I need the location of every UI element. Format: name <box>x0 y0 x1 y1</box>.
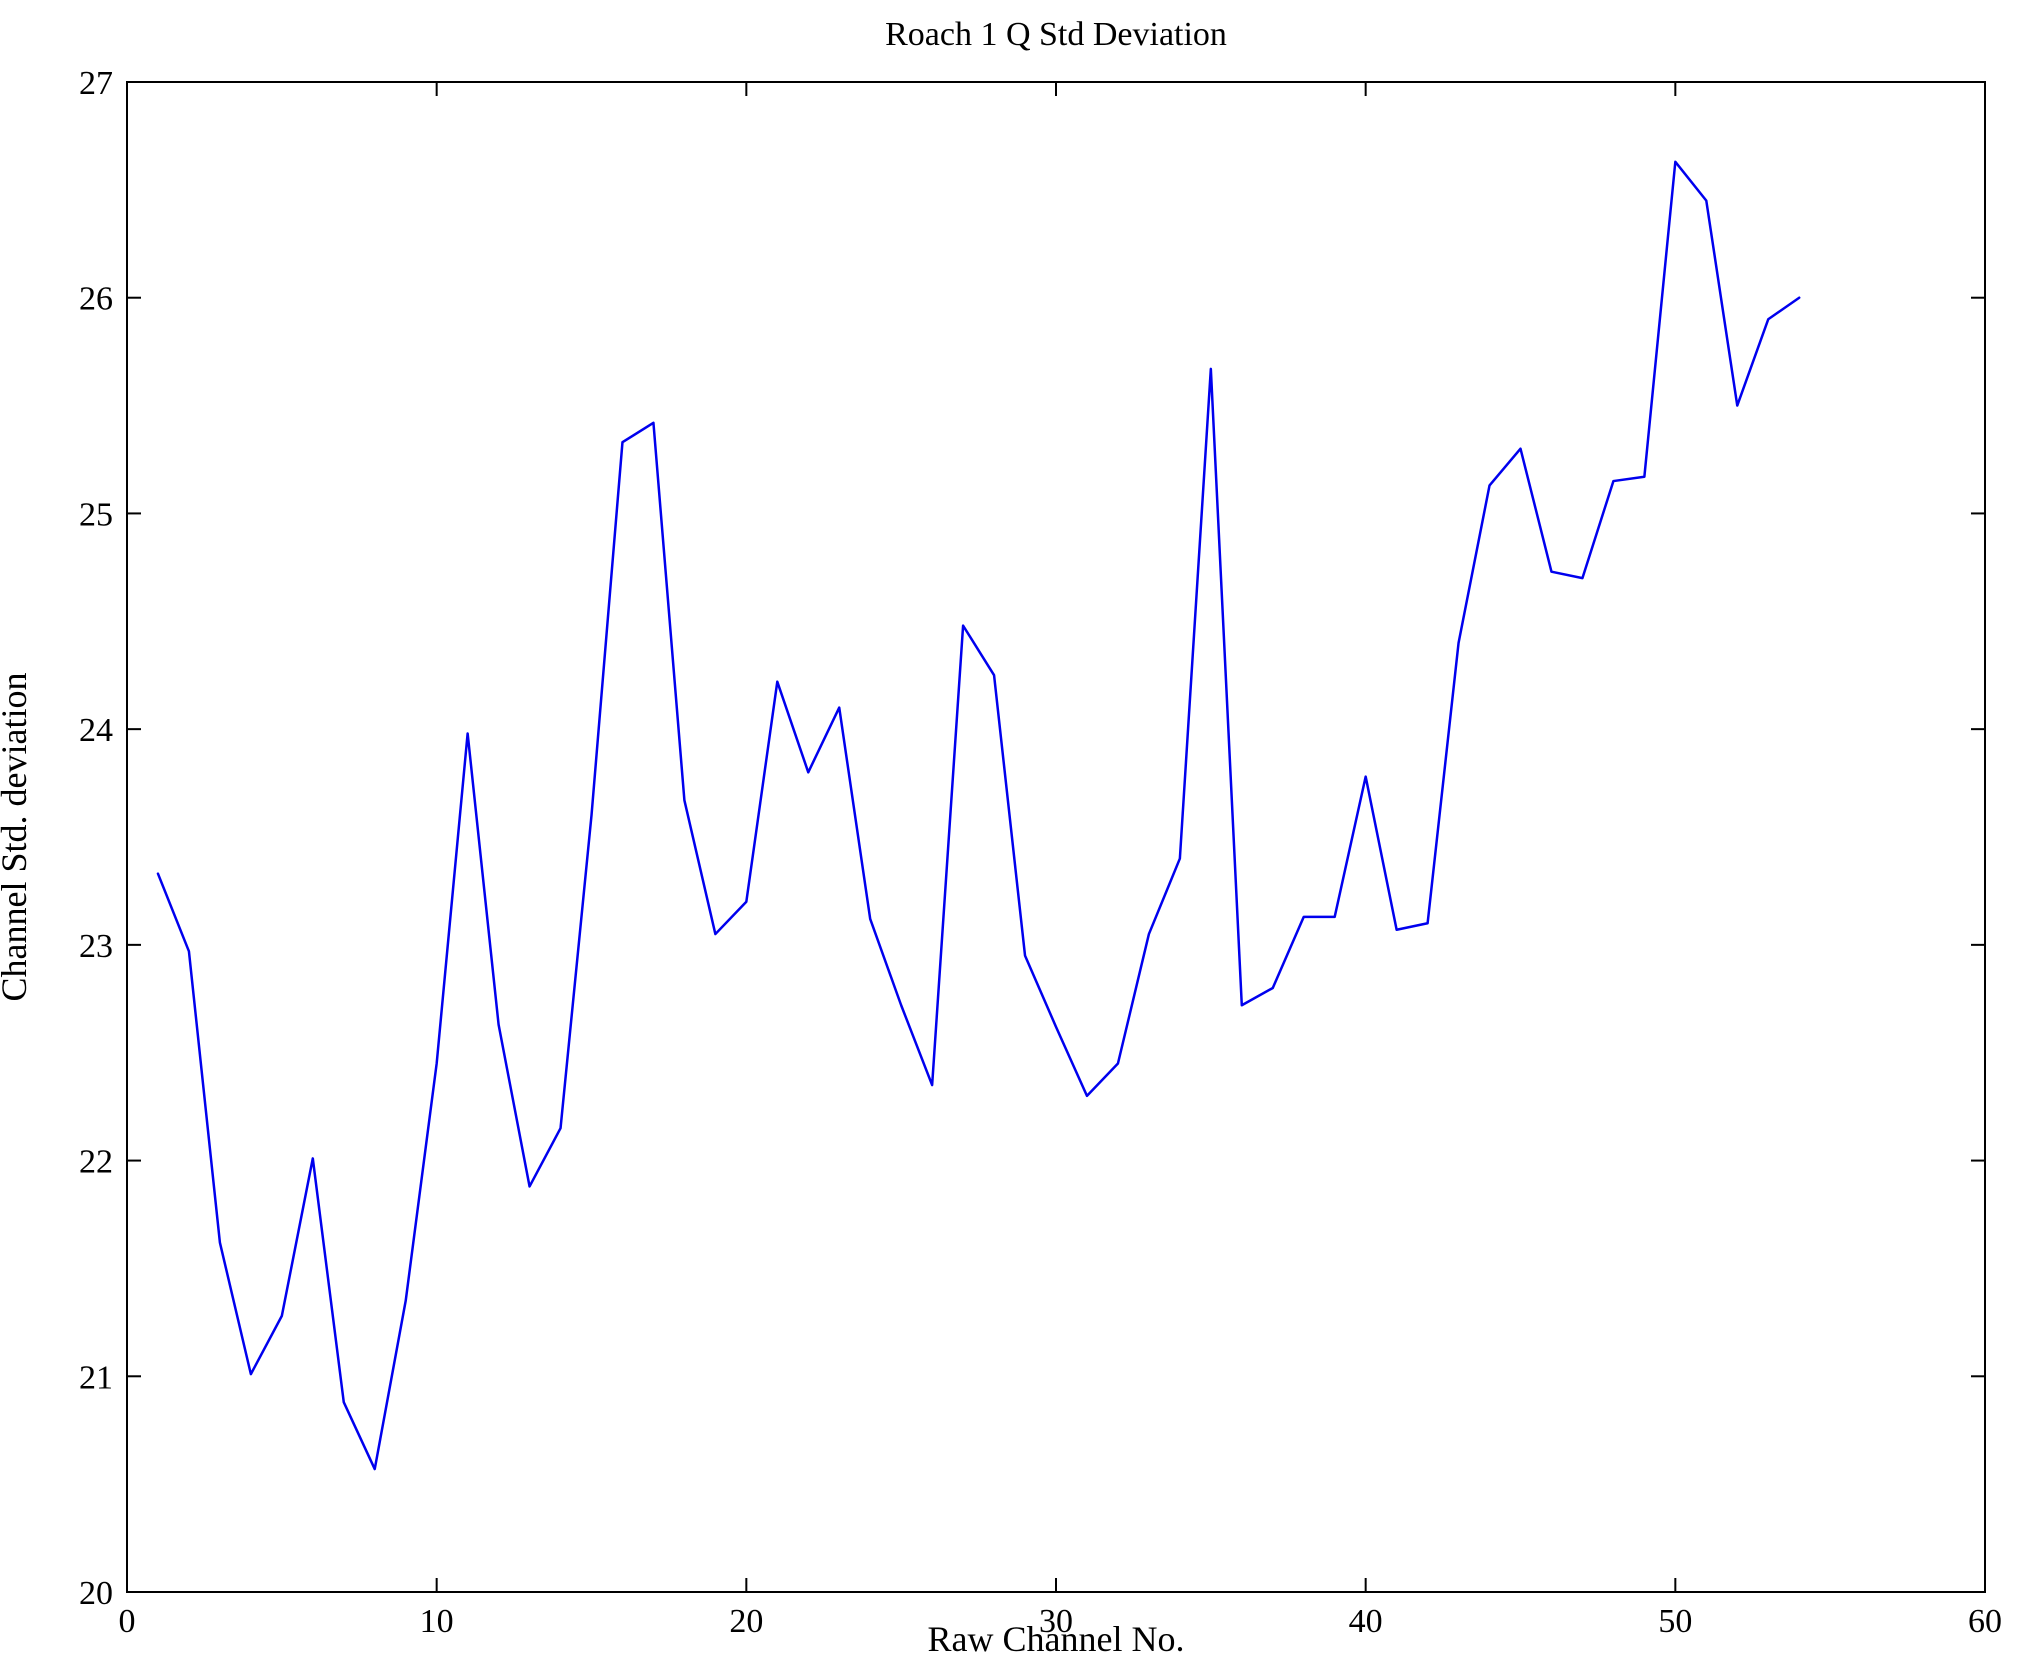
y-tick-label: 22 <box>79 1144 113 1181</box>
x-tick-label: 40 <box>1349 1603 1383 1640</box>
x-tick-label: 0 <box>119 1603 136 1640</box>
x-axis-label: Raw Channel No. <box>927 1619 1185 1659</box>
x-tick-label: 10 <box>420 1603 454 1640</box>
x-tick-label: 50 <box>1658 1603 1692 1640</box>
chart-title: Roach 1 Q Std Deviation <box>885 16 1227 53</box>
y-tick-label: 21 <box>79 1359 113 1396</box>
x-tick-label: 60 <box>1968 1603 2002 1640</box>
axes-box <box>126 81 1986 1593</box>
y-tick-label: 26 <box>79 281 113 318</box>
y-tick-label: 24 <box>79 712 113 749</box>
y-tick-label: 27 <box>79 65 113 102</box>
series-line <box>156 160 1801 1471</box>
x-tick-label: 30 <box>1039 1603 1073 1640</box>
y-tick-label: 25 <box>79 496 113 533</box>
x-tick-label: 20 <box>729 1603 763 1640</box>
y-tick-label: 20 <box>79 1575 113 1612</box>
y-tick-label: 23 <box>79 928 113 965</box>
